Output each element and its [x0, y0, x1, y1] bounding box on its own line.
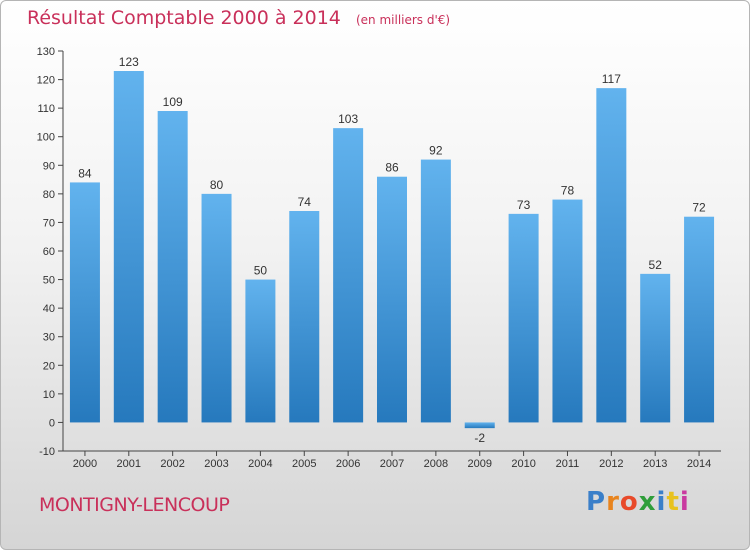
y-tick-label: 50: [43, 275, 55, 287]
bar-2004: [245, 279, 276, 423]
x-tick-label: 2004: [248, 458, 272, 470]
x-tick-label: 2009: [467, 458, 491, 470]
bar-2012: [596, 88, 627, 423]
y-tick-label: -10: [39, 446, 55, 458]
value-label-2014: 72: [692, 201, 706, 215]
y-tick-label: 30: [43, 332, 55, 344]
x-tick-label: 2014: [687, 458, 711, 470]
chart-value-labels: 84 123 109 80 50 74 103 86 92 -2 73 78 117 52 72: [78, 55, 706, 445]
y-tick-label: 60: [43, 246, 55, 258]
x-tick-label: 2007: [380, 458, 404, 470]
bar-chart: -10 0 10 20 30 40 50 60 70 80 90 100 110 120 130 2000 20…: [37, 46, 721, 470]
value-label-2010: 73: [517, 198, 531, 212]
bar-2013: [640, 273, 671, 423]
value-label-2002: 109: [163, 95, 183, 109]
bar-2008: [420, 159, 451, 423]
logo-letter: t: [666, 487, 680, 517]
value-label-2011: 78: [561, 184, 575, 198]
y-tick-label: 90: [43, 160, 55, 172]
bar-2011: [552, 199, 583, 423]
x-tick-label: 2003: [204, 458, 228, 470]
logo-letter: i: [656, 487, 667, 517]
value-label-2013: 52: [649, 258, 663, 272]
value-label-2005: 74: [298, 195, 312, 209]
bar-2014: [684, 216, 715, 423]
x-tick-label: 2008: [424, 458, 448, 470]
town-name: MONTIGNY-LENCOUP: [39, 494, 230, 516]
value-label-2003: 80: [210, 178, 224, 192]
chart-bars: [69, 71, 715, 429]
value-label-2012: 117: [602, 72, 621, 86]
x-tick-label: 2013: [643, 458, 667, 470]
logo-letter: o: [619, 487, 639, 517]
y-tick-label: 130: [37, 46, 55, 58]
chart-title-block: Résultat Comptable 2000 à 2014 (en milli…: [27, 7, 450, 29]
value-label-2007: 86: [385, 161, 399, 175]
x-tick-label: 2001: [117, 458, 141, 470]
proxiti-logo: Proxiti: [586, 487, 690, 517]
chart-subtitle: (en milliers d'€): [355, 13, 451, 27]
bar-2002: [157, 111, 188, 423]
logo-letter: P: [586, 487, 607, 517]
value-label-2004: 50: [254, 264, 268, 278]
x-tick-label: 2002: [160, 458, 184, 470]
value-label-2009: -2: [474, 431, 485, 445]
bar-2006: [333, 128, 364, 423]
chart-title: Résultat Comptable 2000 à 2014: [27, 7, 341, 29]
logo-letter: r: [606, 487, 620, 517]
bar-2005: [289, 211, 320, 423]
y-tick-label: 110: [37, 103, 55, 115]
y-tick-label: 100: [37, 132, 55, 144]
y-tick-label: 70: [43, 217, 55, 229]
bar-2010: [508, 213, 539, 423]
y-tick-label: 0: [49, 417, 55, 429]
y-tick-label: 120: [37, 75, 55, 87]
value-label-2006: 103: [338, 112, 358, 126]
chart-axes: -10 0 10 20 30 40 50 60 70 80 90 100 110 120 130 2000 20…: [37, 46, 721, 470]
value-label-2001: 123: [119, 55, 139, 69]
y-tick-label: 20: [43, 360, 55, 372]
bar-2003: [201, 193, 232, 423]
y-tick-label: 80: [43, 189, 55, 201]
x-tick-label: 2005: [292, 458, 316, 470]
x-tick-label: 2006: [336, 458, 360, 470]
logo-letter: x: [638, 487, 657, 517]
bar-2009: [464, 422, 495, 429]
x-tick-label: 2000: [73, 458, 97, 470]
bar-2000: [69, 182, 100, 423]
bar-2007: [377, 176, 407, 423]
logo-letter: i: [679, 487, 690, 517]
value-label-2000: 84: [78, 166, 92, 180]
bar-2001: [113, 71, 144, 423]
x-tick-label: 2010: [511, 458, 535, 470]
x-tick-label: 2012: [599, 458, 623, 470]
y-tick-label: 40: [43, 303, 55, 315]
y-tick-label: 10: [43, 389, 55, 401]
x-tick-label: 2011: [556, 458, 580, 470]
value-label-2008: 92: [429, 144, 443, 158]
